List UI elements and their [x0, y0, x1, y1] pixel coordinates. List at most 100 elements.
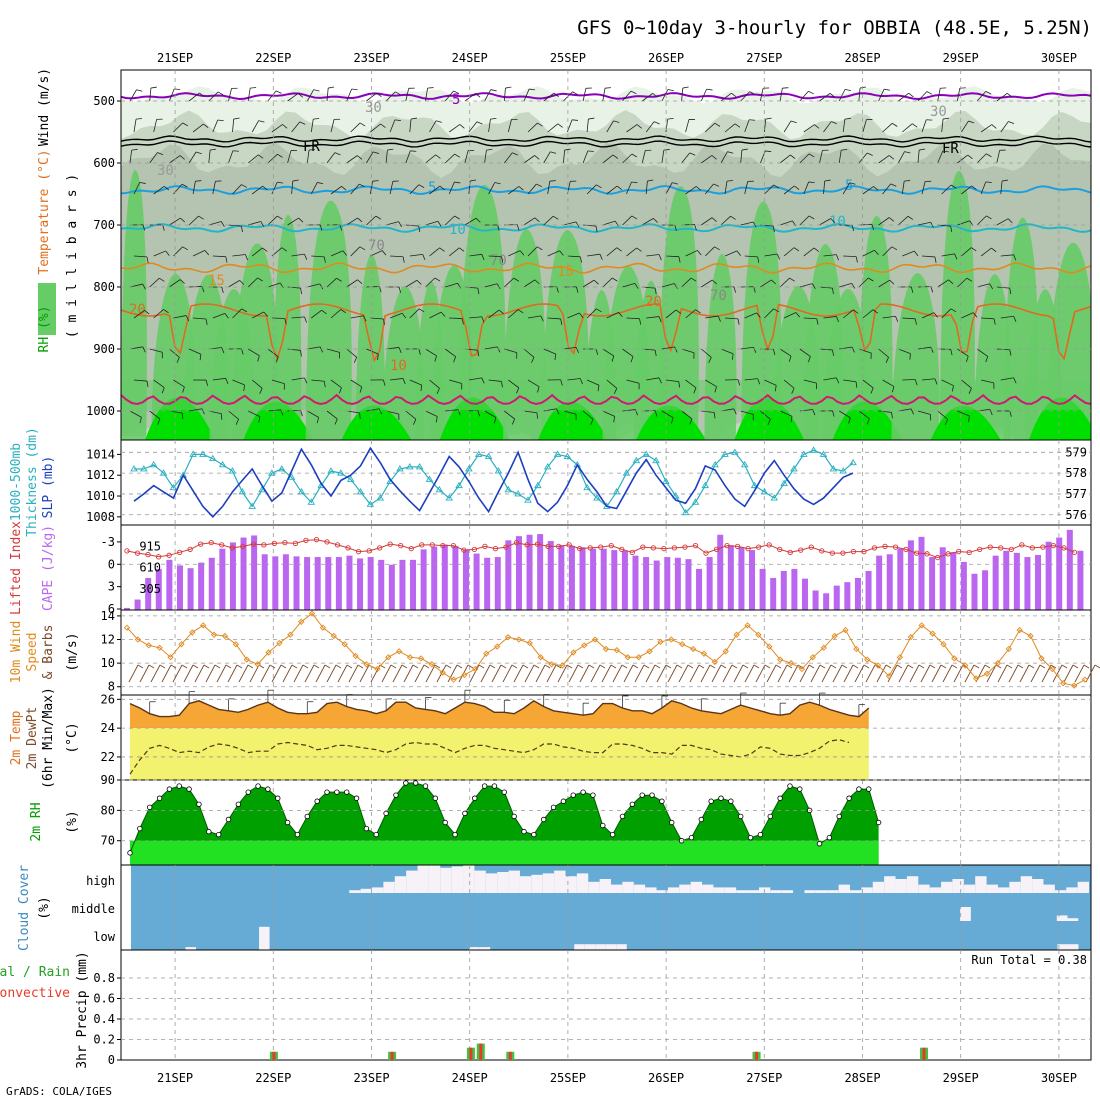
cape-bar [1045, 541, 1052, 610]
wind10m-point [864, 656, 871, 663]
precip-convective-bar [272, 1051, 276, 1060]
wind-barb-feather [967, 154, 973, 160]
rh2m-point [432, 795, 439, 801]
wind-barb [645, 121, 655, 133]
wind10m-point [417, 655, 425, 662]
wind-barb-feather [647, 179, 654, 182]
rh2m-point [560, 798, 567, 804]
wind-barb [248, 410, 261, 418]
wind-barb [232, 379, 245, 386]
wind-barb-feather [663, 149, 670, 151]
wind-barb [326, 348, 340, 353]
wind10m-barb-feather [1072, 664, 1079, 669]
wind-barb-feather [914, 379, 918, 386]
lifted-index-point [366, 548, 372, 554]
rh2m-point [550, 804, 557, 811]
wind-barb [862, 119, 867, 133]
wind-barb-feather [597, 385, 600, 392]
wind-barb-feather [239, 280, 245, 285]
wind-barb [819, 150, 823, 164]
wind-barb-feather [678, 381, 681, 388]
wind-barb-feather [434, 355, 437, 362]
cape-bar [293, 556, 300, 610]
lifted-index-point [461, 547, 467, 553]
wind-barb-feather [695, 186, 702, 191]
wind-barb-feather [695, 309, 701, 314]
rh2m-point [472, 795, 478, 801]
wind-barb [602, 410, 615, 417]
wind-barb [921, 255, 935, 258]
wind10m-point [243, 656, 250, 663]
wind-barb [724, 181, 728, 195]
wind-barb-feather [258, 154, 264, 159]
rh2m-point [659, 798, 665, 804]
wind-barb [330, 379, 342, 388]
wind10m-point [962, 662, 969, 669]
wind10m-barb [205, 664, 216, 683]
wind-barb-feather [616, 185, 623, 190]
temp-contour-minus5 [121, 92, 1091, 101]
wind-barb [390, 378, 404, 381]
wind-barb [661, 283, 675, 288]
thickness-point [563, 452, 572, 459]
wind-barb [862, 309, 874, 319]
slp-tick-label: 1014 [86, 447, 115, 461]
wind-barb-feather [292, 179, 299, 182]
wind-barb [133, 309, 145, 319]
wind10m-point [287, 631, 294, 638]
wind-barb [445, 409, 459, 412]
wind-barb-feather [789, 277, 795, 282]
wind-barb-feather [575, 221, 580, 228]
wind-barb-feather [225, 256, 228, 263]
wind-barb [366, 348, 379, 355]
wind-barb [661, 150, 665, 164]
thickness-point [681, 508, 690, 516]
cape-bar [124, 607, 130, 610]
wind10m-barb-feather [764, 664, 771, 669]
wind10m-barb [920, 664, 931, 683]
cloud-high-bar [736, 890, 748, 893]
wind10m-barb [227, 664, 238, 683]
wind-barb-feather [774, 385, 777, 392]
wind-ylabels: 10m Wind Speed & Barbs (m/s) [9, 621, 80, 684]
wind-barb-feather [713, 412, 716, 419]
wind10m-barb [986, 664, 997, 683]
lifted-index-point [240, 543, 246, 550]
wind-barb-feather [908, 92, 914, 98]
wind-barb-feather [257, 355, 260, 362]
lifted-index-point [724, 542, 730, 549]
wind-barb [740, 150, 743, 164]
cape-bar [823, 593, 830, 610]
wind-barb-feather [933, 312, 938, 318]
wind10m-barb [777, 664, 788, 683]
wind-barb [996, 150, 1001, 164]
wind10m-barb-feather [775, 664, 782, 669]
wind-barb-feather [221, 287, 224, 294]
cloud-high-bar [918, 884, 930, 893]
wind-barb-feather [808, 153, 815, 158]
wind10m-point [1016, 626, 1023, 634]
wind-barb-feather [693, 387, 697, 394]
wind-barb [961, 185, 972, 195]
wind-barb [405, 410, 417, 420]
wind10m-point [689, 645, 697, 653]
wind-barb-feather [453, 90, 460, 94]
wind-barb [307, 283, 321, 288]
wind-barb [606, 311, 619, 319]
wind-barb-feather [788, 355, 792, 362]
wind-barb-feather [497, 224, 500, 231]
label-temp-5: 5 [845, 178, 853, 194]
rh2m-point [403, 780, 409, 786]
wind-barb [838, 410, 851, 419]
wind-barb-feather [517, 309, 524, 314]
thickness-point [642, 450, 650, 457]
rh2m-point [304, 813, 310, 820]
wind-barb-feather [435, 120, 442, 123]
wind-barb-feather [816, 318, 819, 325]
wind10m-barb [689, 664, 700, 683]
ylabel-temp2m-d: (°C) [65, 722, 80, 753]
pressure-tick-label: 600 [93, 156, 115, 170]
wind-barb-feather [241, 308, 248, 313]
rh2m-point [235, 801, 242, 807]
cape-bar [876, 555, 883, 610]
